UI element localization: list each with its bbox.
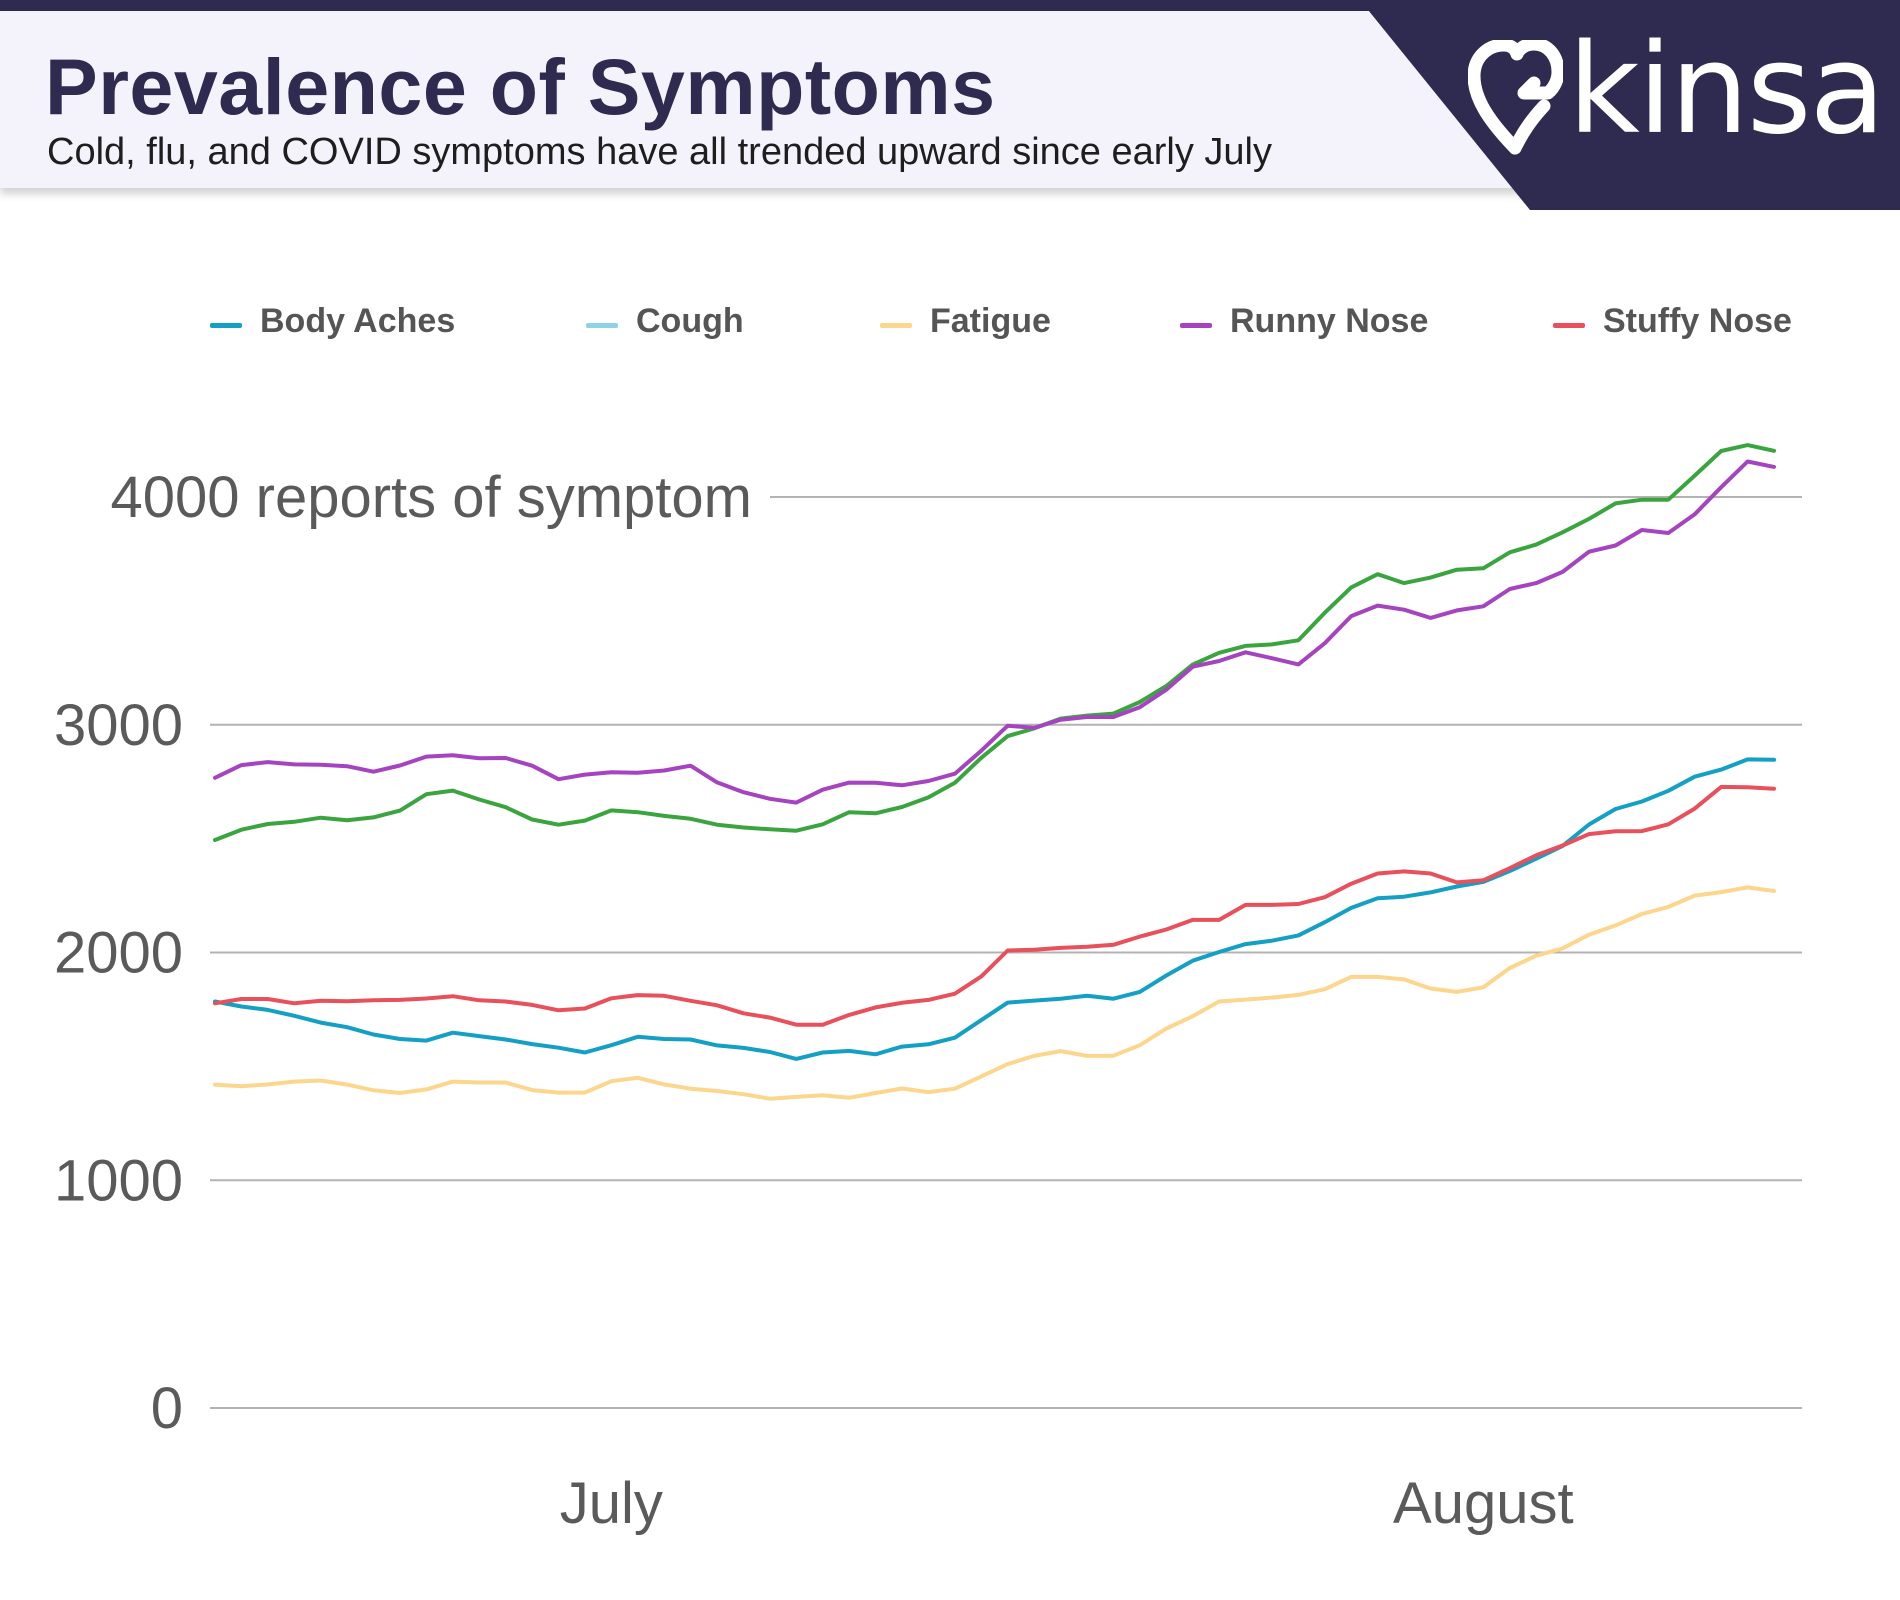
legend-label: Body Aches xyxy=(260,302,456,340)
page-subtitle: Cold, flu, and COVID symptoms have all t… xyxy=(47,131,1272,173)
y-tick-label: 2000 xyxy=(54,921,183,986)
legend-swatch xyxy=(1553,323,1585,328)
series-line-runny-nose xyxy=(213,459,1776,805)
x-tick-label: August xyxy=(1393,1471,1574,1536)
legend-swatch xyxy=(1180,323,1212,328)
legend-label: Fatigue xyxy=(930,302,1051,340)
y-tick-label: 3000 xyxy=(54,693,183,758)
legend-swatch xyxy=(880,323,912,328)
legend-label: Stuffy Nose xyxy=(1603,302,1792,340)
page-title: Prevalence of Symptoms xyxy=(45,42,996,131)
legend-label: Runny Nose xyxy=(1230,302,1429,340)
x-tick-label: July xyxy=(560,1471,663,1536)
series-line-stuffy-nose xyxy=(213,784,1776,1027)
y-tick-label: 4000 reports of symptom xyxy=(110,465,752,530)
series-line-unlabeled xyxy=(213,443,1776,842)
brand-name: kinsa xyxy=(1568,18,1885,162)
legend-swatch xyxy=(586,323,618,328)
top-bar xyxy=(0,0,1900,11)
y-tick-label: 1000 xyxy=(54,1148,183,1213)
series-line-body-aches xyxy=(213,757,1776,1061)
legend-label: Cough xyxy=(636,302,744,340)
series-line-fatigue xyxy=(213,885,1776,1101)
legend-swatch xyxy=(210,323,242,328)
kinsa-heart-logo-icon xyxy=(1468,40,1563,155)
title-card: Prevalence of Symptoms Cold, flu, and CO… xyxy=(0,11,1610,188)
y-tick-label: 0 xyxy=(151,1376,183,1441)
